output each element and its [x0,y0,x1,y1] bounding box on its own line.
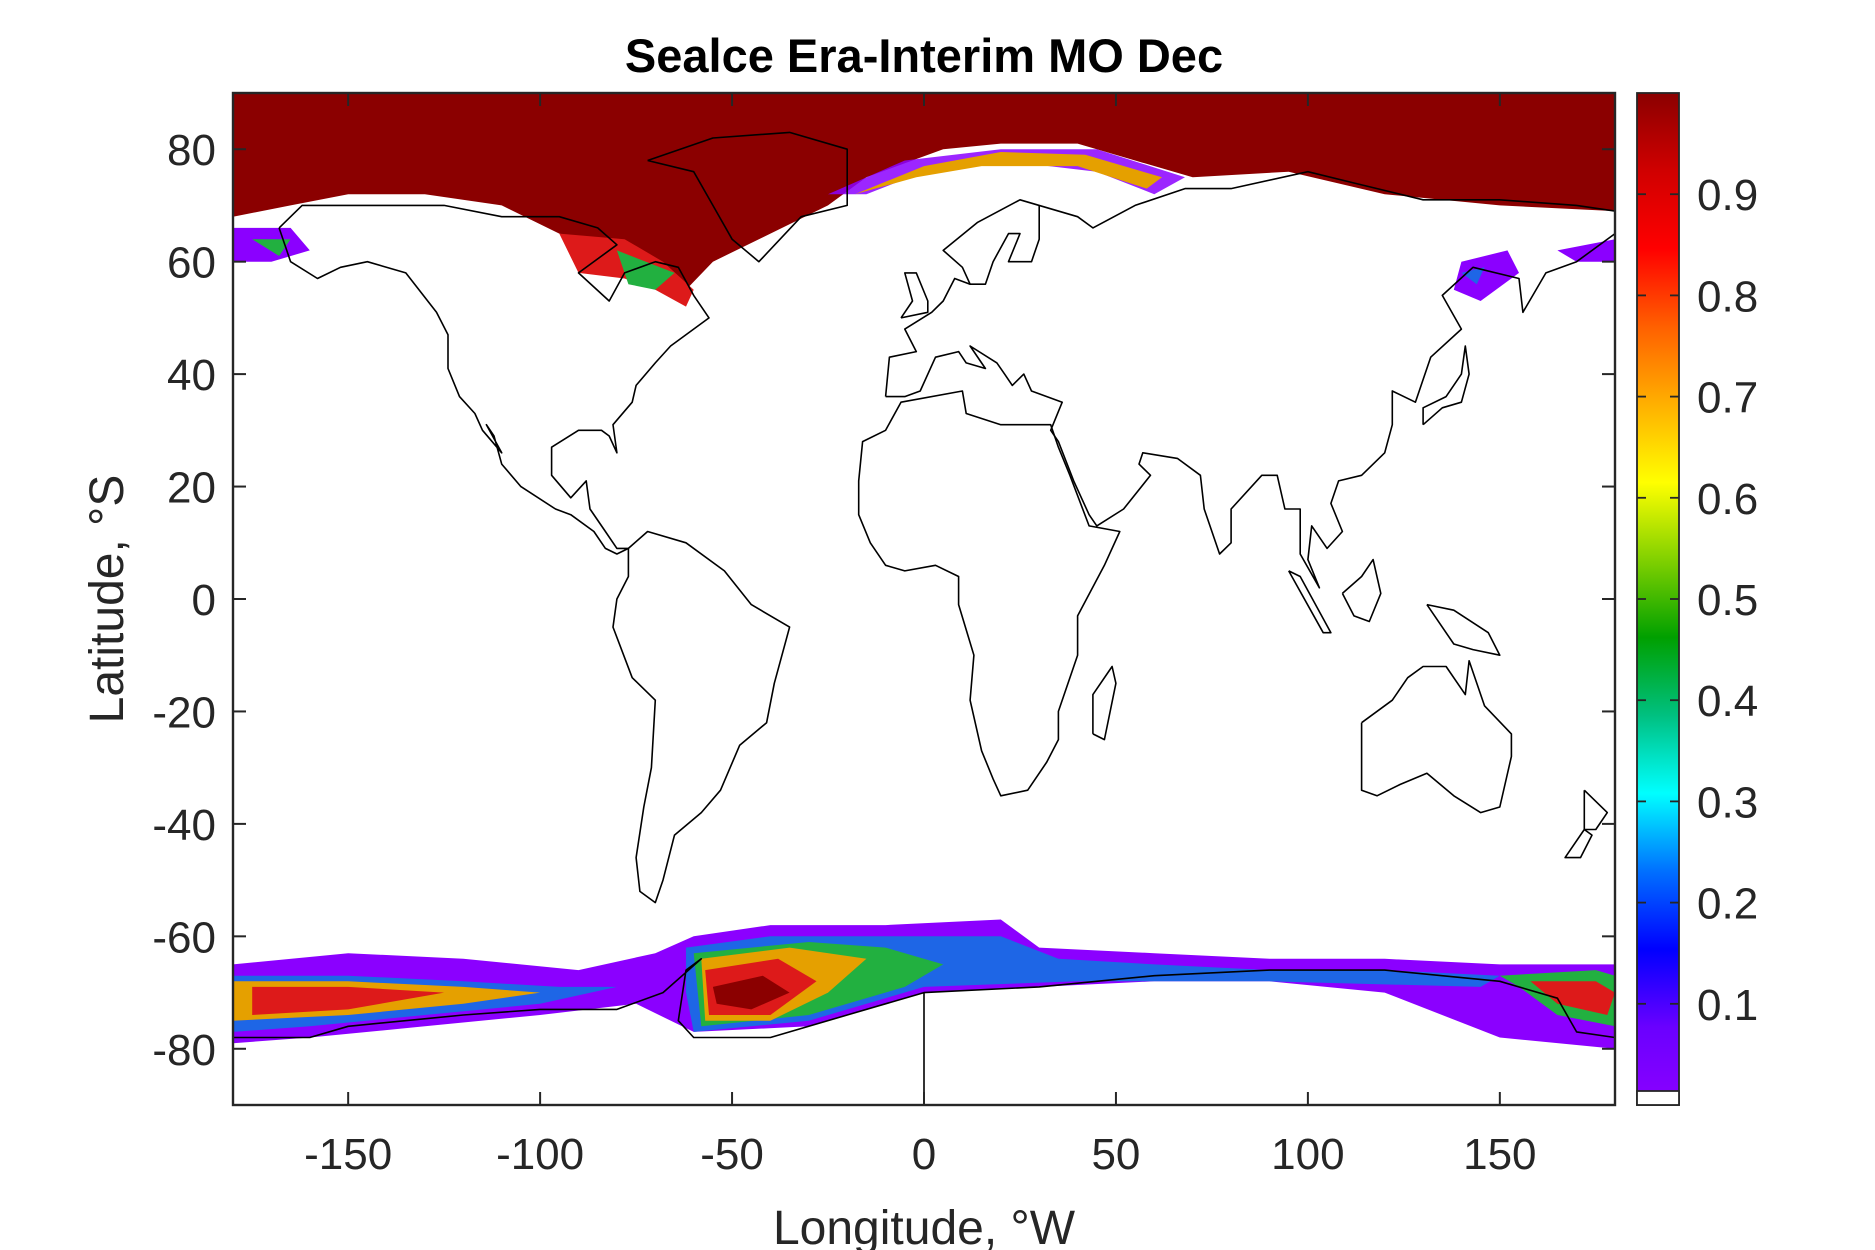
x-tick-label: 150 [1463,1130,1536,1179]
y-axis-label: Latitude, °S [81,475,134,724]
x-tick-label: -100 [496,1130,584,1179]
new-guinea-coast [1426,603,1501,657]
antarctic-sea-ice [233,919,1615,1049]
madagascar-coast [1092,665,1117,741]
y-tick-label: 60 [167,239,216,288]
colorbar-tick-label: 0.5 [1697,576,1758,625]
y-tick-label: -60 [152,913,216,962]
borneo-coast [1341,558,1382,623]
ross-west-high-ice [1530,981,1615,1015]
eurasia-coast [884,170,1615,589]
ross-amundsen-high-ice [252,986,445,1015]
chart-title: Sealce Era-Interim MO Dec [625,29,1223,82]
x-tick-label: -50 [700,1130,764,1179]
colorbar-tick-label: 0.9 [1697,171,1758,220]
sumatra-coast [1288,570,1332,634]
greenland-coast [647,131,849,263]
x-axis-label: Longitude, °W [773,1202,1076,1250]
colorbar-tick-label: 0.1 [1697,981,1758,1030]
x-tick-label: 0 [912,1130,936,1179]
y-tick-label: 80 [167,126,216,175]
x-tick-label: 100 [1271,1130,1344,1179]
africa-coast [857,390,1121,797]
colorbar: 0.1 0.2 0.3 0.4 0.5 0.6 0.7 0.8 0.9 [1636,92,1758,1106]
arctic-ice-mid-atlantic [854,152,1162,195]
x-tick-label: -150 [304,1130,392,1179]
hudson-bay-low-ice [616,250,675,290]
bering-low-ice [252,239,291,256]
antarctica-coast [233,957,1615,1039]
okhotsk-ice-edge [1453,250,1519,301]
south-america-coast [612,530,791,904]
colorbar-ticks: 0.1 0.2 0.3 0.4 0.5 0.6 0.7 0.8 0.9 [1637,171,1758,1030]
x-axis-ticks: -150 -100 -50 0 50 100 150 [304,93,1537,1179]
okhotsk-blue-ice [1461,267,1485,285]
weddell-full-ice [712,975,790,1010]
arctic-sea-ice [233,93,1615,307]
y-tick-label: -40 [152,801,216,850]
y-axis-ticks: -80 -60 -40 -20 0 20 40 60 80 [152,126,1615,1075]
colorbar-tick-label: 0.4 [1697,677,1758,726]
new-zealand-coast [1583,789,1609,831]
y-tick-label: 20 [167,464,216,513]
colorbar-tick-label: 0.7 [1697,374,1758,423]
y-tick-label: 0 [192,576,216,625]
colorbar-tick-label: 0.6 [1697,475,1758,524]
colorbar-tick-label: 0.3 [1697,778,1758,827]
y-tick-label: 40 [167,351,216,400]
colorbar-tick-label: 0.8 [1697,272,1758,321]
australia-coast [1360,659,1513,814]
coastlines [233,131,1615,1105]
colorbar-tick-label: 0.2 [1697,880,1758,929]
north-america-coast [278,204,710,555]
arctic-pack-ice [233,93,1615,290]
colorbar-zero-band [1636,1090,1680,1106]
y-tick-label: -80 [152,1026,216,1075]
japan-coast [1422,345,1470,426]
y-tick-label: -20 [152,688,216,737]
scandinavia-coast [970,205,1040,286]
british-isles-coast [900,272,929,319]
map-layer [233,93,1615,1105]
x-tick-label: 50 [1091,1130,1140,1179]
new-zealand-south-coast [1564,828,1593,859]
